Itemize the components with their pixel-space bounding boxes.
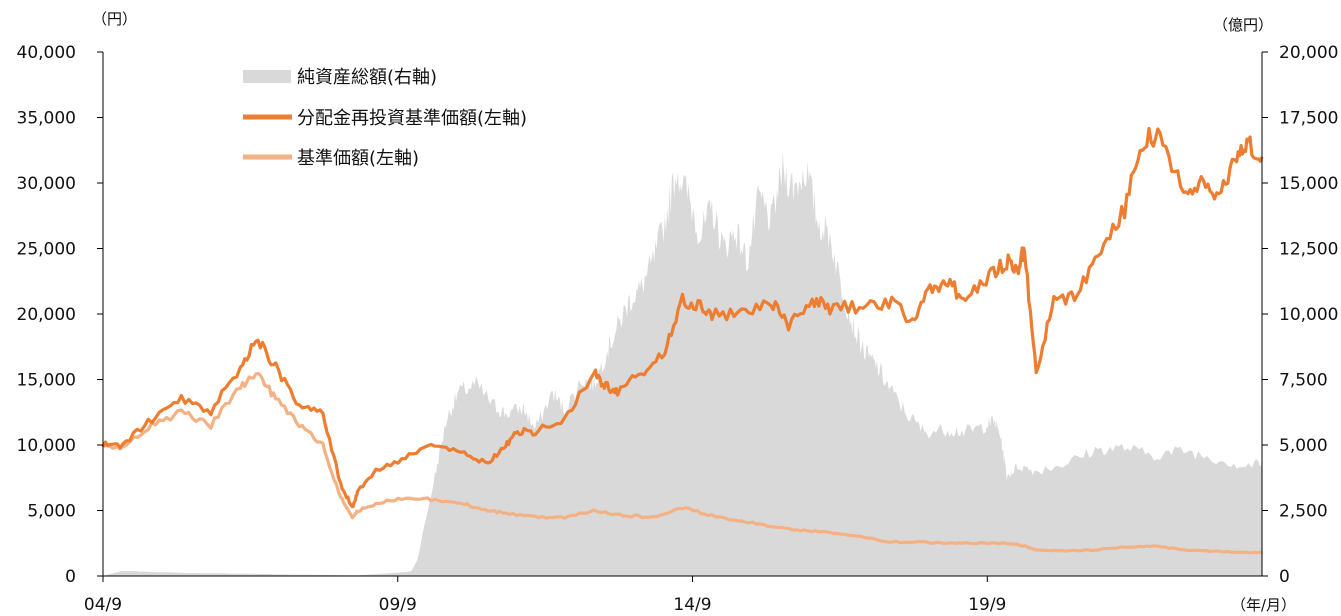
x-tick-label: 04/9 [84,595,122,615]
y-left-tick-label: 30,000 [17,174,76,194]
y-right-tick-label: 7,500 [1279,371,1328,391]
y-right-tick-label: 15,000 [1279,174,1338,194]
y-right-unit-label: （億円） [1213,16,1273,34]
ticks: 0 5,000 10,000 15,000 20,000 25,000 30,000 35,0… [17,43,1339,615]
x-unit-label: （年/月） [1231,596,1296,614]
y-left-tick-label: 35,000 [17,109,76,129]
y-right-tick-label: 2,500 [1279,502,1328,522]
y-left-tick-label: 10,000 [17,436,76,456]
y-right-tick-label: 5,000 [1279,436,1328,456]
x-tick-label: 09/9 [379,595,417,615]
y-left-tick-label: 20,000 [17,305,76,325]
y-right-tick-label: 20,000 [1279,43,1338,63]
series-line-reinvested-nav [101,127,1264,509]
price-lines-layer [101,127,1264,555]
y-left-tick-label: 40,000 [17,43,76,63]
legend-label-reinvested-nav: 分配金再投資基準価額(左軸) [297,108,527,129]
x-tick-label: 14/9 [673,595,711,615]
y-left-unit-label: （円） [92,10,137,28]
net-assets-area-layer [103,151,1262,576]
series-line-nav [102,371,1263,555]
y-left-tick-label: 5,000 [27,502,76,522]
y-left-tick-label: 25,000 [17,240,76,260]
y-left-tick-label: 0 [65,567,76,587]
y-right-tick-label: 0 [1279,567,1290,587]
y-right-tick-label: 17,500 [1279,109,1338,129]
series-area-net-assets [103,151,1262,576]
y-right-tick-label: 12,500 [1279,240,1338,260]
legend-swatch-net-assets [243,70,291,83]
x-tick-label: 19/9 [968,595,1006,615]
y-left-tick-label: 15,000 [17,371,76,391]
legend: 純資産総額(右軸) 分配金再投資基準価額(左軸) 基準価額(左軸) [243,67,527,169]
legend-label-net-assets: 純資産総額(右軸) [297,67,437,88]
y-right-tick-label: 10,000 [1279,305,1338,325]
legend-label-nav: 基準価額(左軸) [297,148,419,169]
